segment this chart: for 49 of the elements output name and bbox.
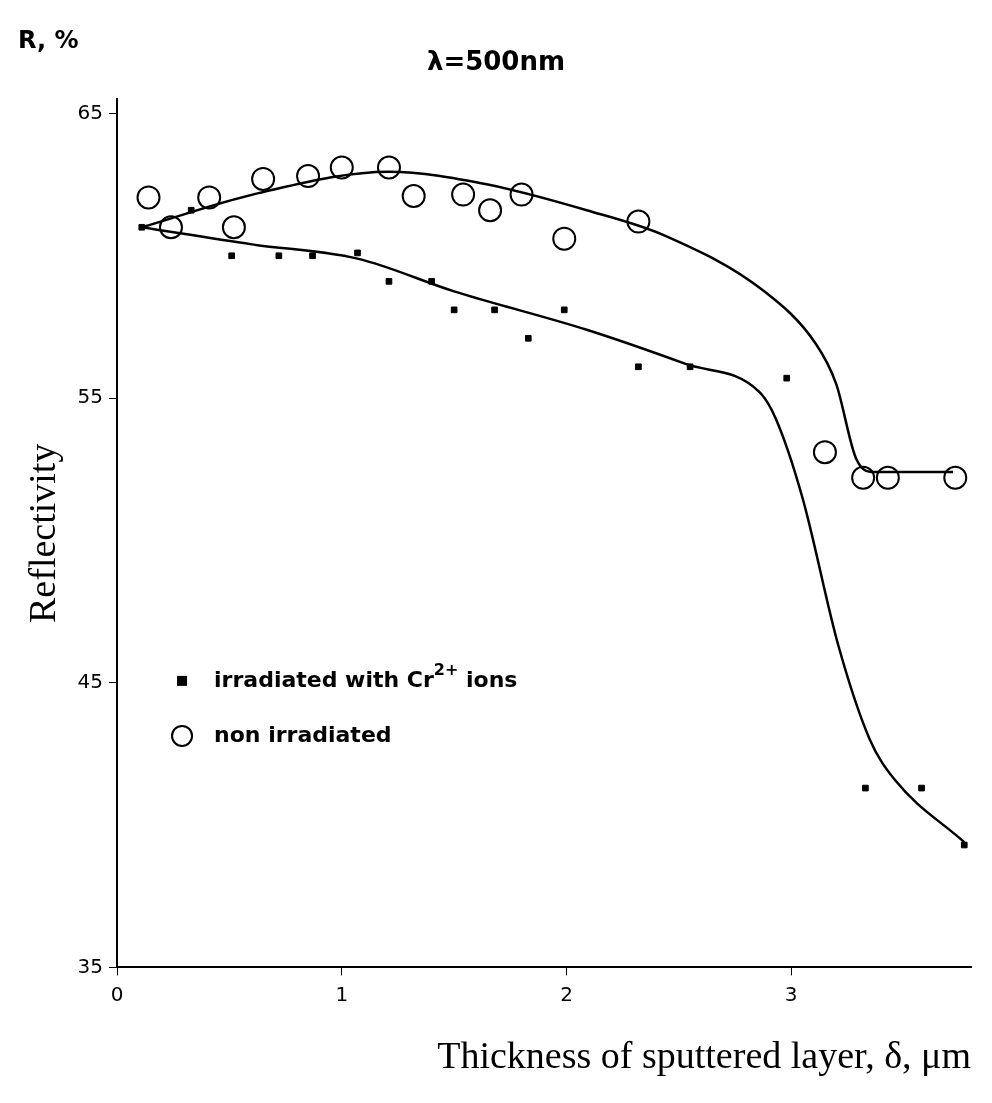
point <box>783 374 791 382</box>
point <box>136 185 161 210</box>
point <box>158 215 183 240</box>
point <box>875 465 900 490</box>
point <box>478 198 503 223</box>
point <box>509 182 534 207</box>
point <box>221 215 246 240</box>
y-axis-title: Reflectivity <box>20 443 63 623</box>
point <box>851 465 876 490</box>
point <box>376 155 401 180</box>
point <box>451 182 476 207</box>
point <box>251 166 276 191</box>
chart-title: λ=500nm <box>426 46 566 77</box>
point <box>401 183 426 208</box>
point <box>354 249 361 257</box>
x-tick-label: 3 <box>784 981 798 1006</box>
point <box>309 252 316 260</box>
point <box>450 306 458 314</box>
point <box>560 306 568 314</box>
point <box>228 252 235 260</box>
point <box>187 206 195 214</box>
legend-label: non irradiated <box>214 721 392 747</box>
point <box>428 278 435 285</box>
point <box>524 334 532 342</box>
y-tick-label: 55 <box>77 384 104 409</box>
point <box>862 784 869 792</box>
point <box>552 226 577 251</box>
x-axis-title: Thickness of sputtered layer, δ, μm <box>437 1034 971 1077</box>
point <box>918 784 925 792</box>
point <box>385 278 393 285</box>
point <box>943 465 968 490</box>
text: R, % <box>18 26 79 54</box>
point <box>491 306 498 314</box>
point <box>329 155 354 180</box>
point <box>275 252 283 260</box>
point <box>686 363 694 371</box>
point <box>812 440 837 465</box>
point <box>635 363 642 371</box>
point <box>296 164 321 189</box>
point <box>138 223 146 231</box>
x-tick-label: 2 <box>560 981 573 1006</box>
y-tick-label: 65 <box>77 99 104 124</box>
point <box>626 209 651 234</box>
point <box>197 185 222 210</box>
x-tick-label: 0 <box>110 981 124 1006</box>
y-tick-label: 45 <box>77 668 104 693</box>
point <box>960 841 968 849</box>
x-tick-label: 1 <box>335 981 349 1006</box>
y-tick-label: 35 <box>77 953 104 978</box>
